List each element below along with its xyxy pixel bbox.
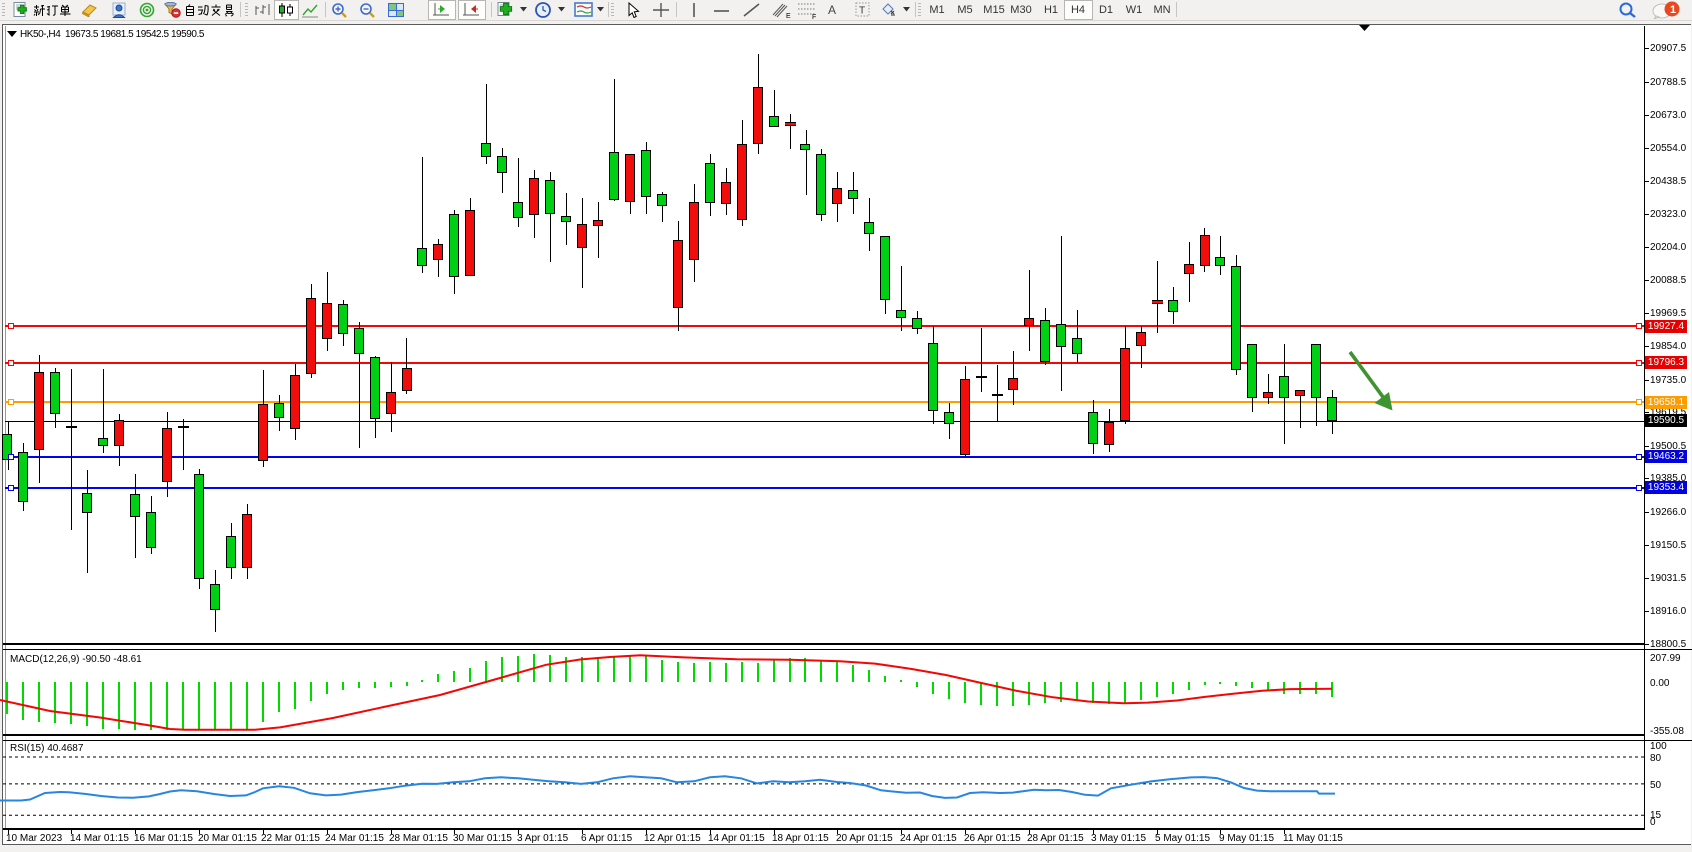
svg-text:F: F <box>812 14 816 19</box>
svg-text:1: 1 <box>1670 4 1676 16</box>
svg-text:E: E <box>786 13 791 19</box>
svg-text:T: T <box>859 6 865 17</box>
